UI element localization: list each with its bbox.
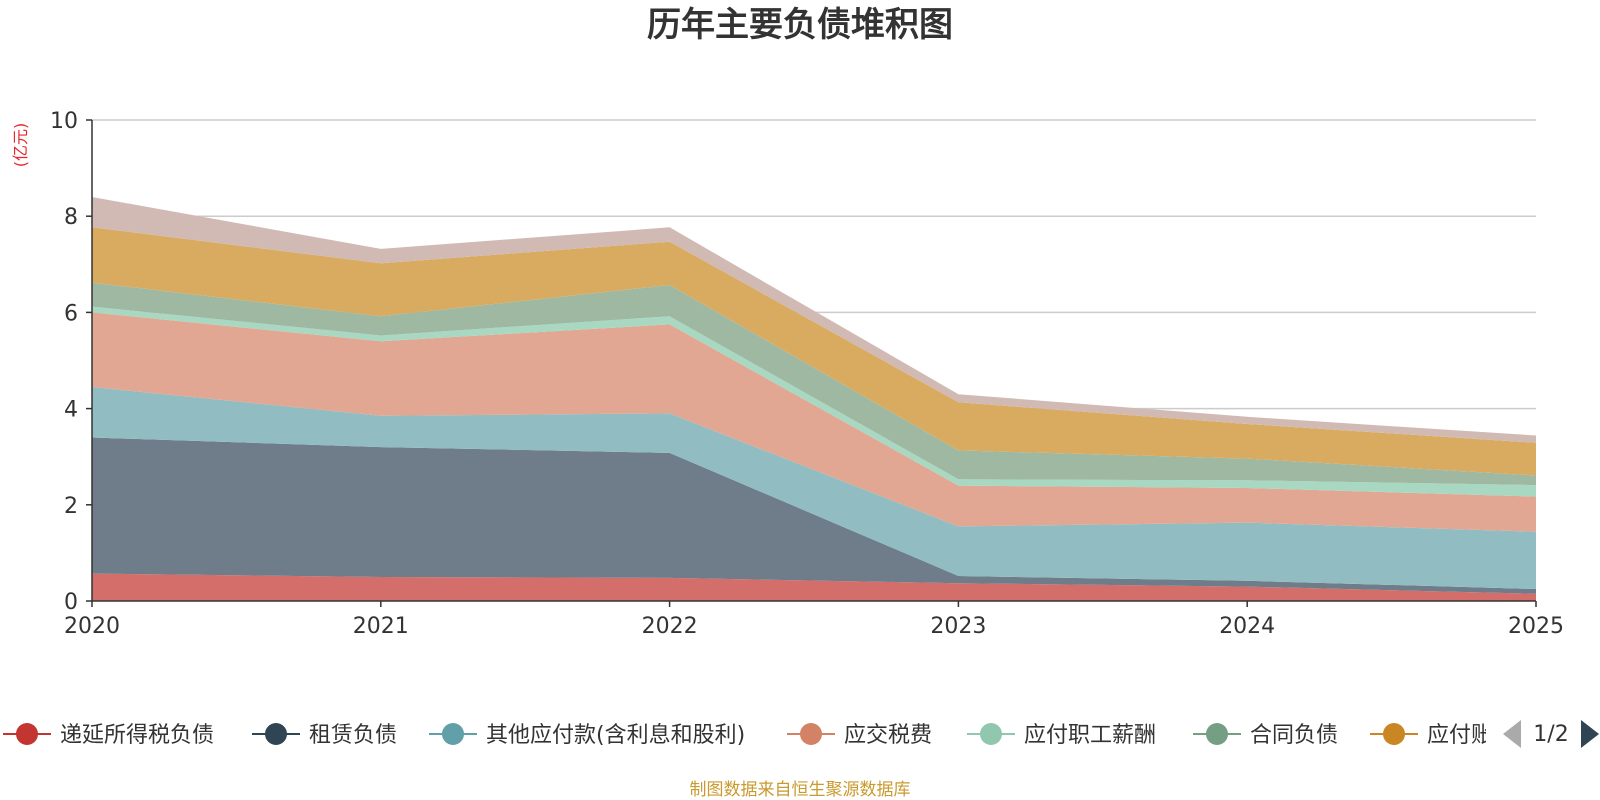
area-series-7[interactable] [92,197,1536,443]
legend-label: 递延所得税负债 [60,723,214,748]
x-tick-label: 2020 [64,614,120,639]
area-series-6[interactable] [92,227,1536,476]
legend-item-0[interactable]: 递延所得税负债 [3,723,214,748]
chart-title: 历年主要负债堆积图 [647,5,953,45]
x-tick-label: 2021 [353,614,409,639]
y-tick-label: 0 [64,590,78,615]
legend-page-indicator: 1/2 [1533,722,1568,747]
legend-item-6[interactable]: 应付账款 [1370,723,1515,748]
y-tick-label: 10 [50,109,78,134]
legend-marker-icon [265,723,287,745]
x-tick-label: 2024 [1219,614,1275,639]
legend-label: 应付职工薪酬 [1024,723,1156,748]
legend-item-3[interactable]: 应交税费 [787,723,932,748]
legend-item-1[interactable]: 租赁负债 [252,723,397,748]
x-tick-label: 2023 [930,614,986,639]
legend-label: 租赁负债 [309,723,397,748]
legend-marker-icon [1383,723,1405,745]
legend-marker-icon [800,723,822,745]
legend-marker-icon [442,723,464,745]
y-axis-unit: (亿元) [11,123,30,168]
stacked-areas [92,197,1536,601]
legend-item-4[interactable]: 应付职工薪酬 [967,723,1156,748]
legend-marker-icon [980,723,1002,745]
x-tick-label: 2022 [642,614,698,639]
y-tick-label: 8 [64,205,78,230]
legend-marker-icon [1206,723,1228,745]
area-series-4[interactable] [92,306,1536,497]
source-note: 制图数据来自恒生聚源数据库 [690,780,911,800]
legend-item-2[interactable]: 其他应付款(含利息和股利) [429,723,745,748]
area-series-0[interactable] [92,573,1536,601]
area-series-2[interactable] [92,387,1536,589]
legend-label: 应付账款 [1427,723,1515,748]
legend-marker-icon [16,723,38,745]
x-tick-label: 2025 [1508,614,1564,639]
legend-label: 合同负债 [1250,723,1338,748]
area-series-3[interactable] [92,312,1536,532]
legend-next-icon[interactable] [1581,720,1599,748]
axes: 0 2 4 6 8 10 2020 2021 2022 2023 2024 2025 [50,109,1564,639]
y-tick-label: 4 [64,398,78,423]
legend-label: 其他应付款(含利息和股利) [486,723,745,748]
area-series-5[interactable] [92,282,1536,486]
legend-pager: 1/2 [1503,720,1599,748]
y-tick-label: 2 [64,494,78,519]
legend: 递延所得税负债 租赁负债 其他应付款(含利息和股利) 应交税费 应付职工薪酬 合同负债 应付… [3,723,1515,748]
legend-item-5[interactable]: 合同负债 [1193,723,1338,748]
legend-label: 应交税费 [844,723,932,748]
y-tick-label: 6 [64,301,78,326]
legend-prev-icon[interactable] [1503,720,1521,748]
area-series-1[interactable] [92,437,1536,594]
